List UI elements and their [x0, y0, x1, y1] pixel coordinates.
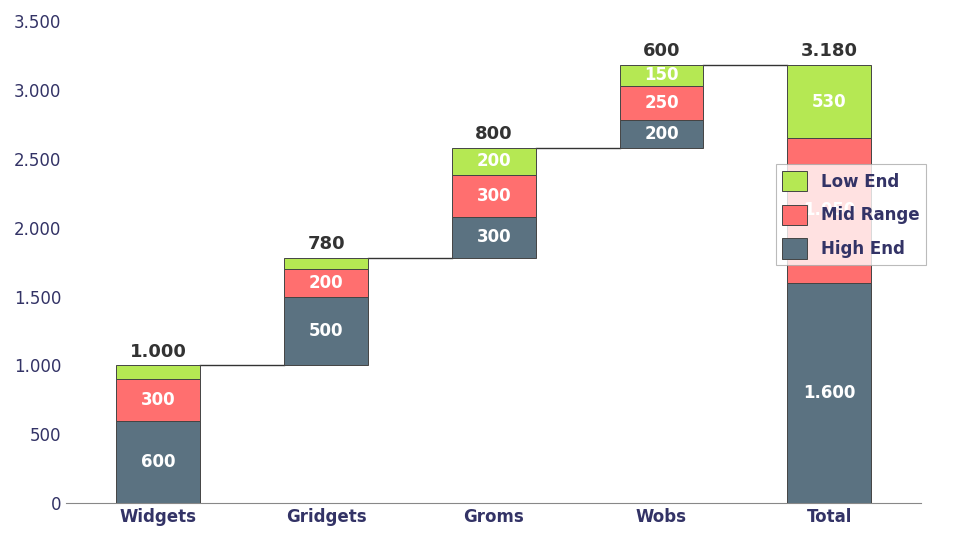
Bar — [452, 217, 536, 258]
Bar — [787, 65, 871, 138]
Bar — [619, 86, 704, 120]
Text: 1.600: 1.600 — [803, 384, 855, 402]
Bar — [284, 296, 368, 366]
Text: 500: 500 — [309, 322, 344, 340]
Text: 250: 250 — [644, 94, 679, 112]
Text: 200: 200 — [644, 125, 679, 143]
Text: 300: 300 — [476, 187, 511, 205]
Bar — [284, 269, 368, 296]
Text: 150: 150 — [644, 66, 679, 84]
Text: 600: 600 — [141, 453, 176, 471]
Bar — [452, 176, 536, 217]
Bar — [619, 120, 704, 147]
Text: 300: 300 — [141, 391, 176, 409]
Text: 1.000: 1.000 — [130, 342, 187, 361]
Text: 600: 600 — [642, 42, 681, 60]
Bar — [116, 366, 201, 379]
Text: 200: 200 — [309, 274, 344, 292]
Bar — [787, 138, 871, 283]
Text: 780: 780 — [307, 235, 345, 253]
Bar — [452, 147, 536, 176]
Text: 530: 530 — [812, 92, 847, 111]
Bar — [116, 379, 201, 421]
Text: 3.180: 3.180 — [801, 42, 857, 60]
Text: 300: 300 — [476, 228, 511, 246]
Text: 1.050: 1.050 — [803, 201, 855, 219]
Text: 200: 200 — [476, 152, 511, 171]
Bar — [787, 283, 871, 503]
Bar — [284, 258, 368, 269]
Bar — [116, 421, 201, 503]
Legend: Low End, Mid Range, High End: Low End, Mid Range, High End — [776, 164, 926, 265]
Text: 800: 800 — [475, 125, 513, 143]
Bar — [619, 65, 704, 86]
